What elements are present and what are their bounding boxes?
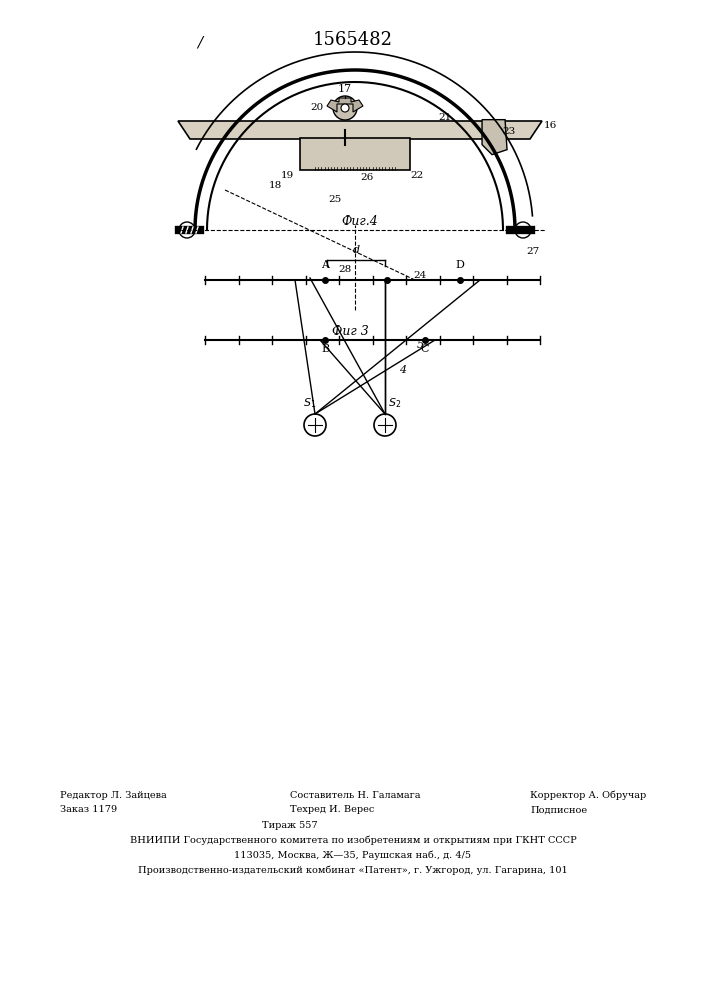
Text: 25: 25 [328, 196, 341, 205]
Text: Редактор Л. Зайцева: Редактор Л. Зайцева [60, 790, 167, 800]
Text: Составитель Н. Галамага: Составитель Н. Галамага [290, 790, 421, 800]
Text: 1565482: 1565482 [313, 31, 393, 49]
Text: Фиг 3: Фиг 3 [332, 325, 368, 338]
Text: 27: 27 [527, 247, 539, 256]
Text: Техред И. Верес: Техред И. Верес [290, 806, 375, 814]
Text: 24: 24 [414, 270, 426, 279]
Text: 22: 22 [410, 170, 423, 180]
Circle shape [304, 414, 326, 436]
Text: 23: 23 [503, 127, 515, 136]
Text: ВНИИПИ Государственного комитета по изобретениям и открытиям при ГКНТ СССР: ВНИИПИ Государственного комитета по изоб… [129, 835, 576, 845]
Text: 21: 21 [438, 113, 452, 122]
Text: Заказ 1179: Заказ 1179 [60, 806, 117, 814]
Text: B: B [321, 344, 329, 354]
Text: d: d [352, 245, 360, 255]
Text: Тираж 557: Тираж 557 [262, 820, 318, 830]
Text: 26: 26 [361, 174, 373, 182]
Text: $S_2$: $S_2$ [388, 396, 402, 410]
Polygon shape [327, 98, 363, 112]
Text: /: / [197, 35, 203, 49]
Text: Фиг.4: Фиг.4 [341, 215, 378, 228]
Text: Производственно-издательский комбинат «Патент», г. Ужгород, ул. Гагарина, 101: Производственно-издательский комбинат «П… [138, 865, 568, 875]
Polygon shape [300, 138, 410, 170]
Text: 19: 19 [281, 170, 293, 180]
Text: D: D [455, 260, 464, 270]
Text: Корректор А. Обручар: Корректор А. Обручар [530, 790, 646, 800]
Circle shape [333, 96, 357, 120]
Text: A: A [321, 260, 329, 270]
Circle shape [341, 104, 349, 112]
Text: 18: 18 [269, 180, 281, 190]
Polygon shape [482, 120, 507, 155]
Text: Подписное: Подписное [530, 806, 587, 814]
Text: 5: 5 [416, 340, 423, 350]
Text: 16: 16 [544, 120, 556, 129]
Polygon shape [178, 121, 542, 139]
Text: 20: 20 [310, 104, 324, 112]
Text: $S_1$: $S_1$ [303, 396, 317, 410]
Text: 4: 4 [399, 365, 407, 375]
Text: C: C [421, 344, 429, 354]
Text: 28: 28 [339, 265, 351, 274]
Text: 113035, Москва, Ж—35, Раушская наб., д. 4/5: 113035, Москва, Ж—35, Раушская наб., д. … [235, 850, 472, 860]
Text: 17: 17 [338, 84, 352, 94]
Circle shape [374, 414, 396, 436]
